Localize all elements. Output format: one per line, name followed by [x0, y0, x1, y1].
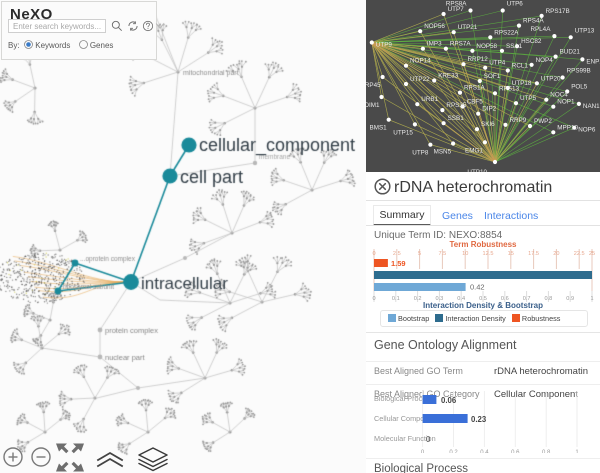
- svg-text:MSN5: MSN5: [434, 149, 452, 156]
- svg-text:0: 0: [421, 450, 425, 453]
- svg-text:NAN1: NAN1: [583, 103, 600, 110]
- svg-text:10: 10: [462, 251, 468, 257]
- svg-text:SSB1: SSB1: [448, 115, 465, 122]
- svg-text:IMP3: IMP3: [427, 41, 442, 48]
- svg-text:UTP13: UTP13: [575, 27, 595, 34]
- svg-text:RRP45: RRP45: [366, 82, 381, 89]
- svg-text:0.4: 0.4: [480, 450, 489, 453]
- svg-text:0.42: 0.42: [470, 283, 485, 292]
- svg-text:EMG1: EMG1: [465, 147, 483, 154]
- svg-text:NOP6: NOP6: [578, 127, 596, 134]
- svg-text:SSA1: SSA1: [506, 43, 523, 50]
- svg-text:ENP1: ENP1: [586, 58, 600, 65]
- svg-text:POL5: POL5: [571, 84, 588, 91]
- svg-text:DIM1: DIM1: [366, 102, 380, 109]
- svg-text:12.5: 12.5: [483, 251, 494, 257]
- svg-text:22.5: 22.5: [574, 251, 585, 257]
- svg-text:NOP4: NOP4: [536, 57, 554, 64]
- svg-text:RRP12: RRP12: [468, 56, 489, 63]
- svg-text:17.5: 17.5: [528, 251, 539, 257]
- svg-text:0: 0: [426, 435, 431, 444]
- svg-text:NOP56: NOP56: [424, 23, 445, 30]
- svg-text:RPS99B: RPS99B: [567, 68, 591, 75]
- svg-text:RPS35: RPS35: [446, 102, 466, 109]
- svg-text:5: 5: [418, 251, 421, 257]
- svg-text:RPS4A: RPS4A: [523, 18, 544, 25]
- svg-text:RPS1A: RPS1A: [464, 85, 485, 92]
- svg-text:PWP2: PWP2: [534, 118, 552, 125]
- svg-text:UTP22: UTP22: [410, 76, 430, 83]
- svg-text:UTP8: UTP8: [412, 150, 429, 157]
- svg-text:RPL4A: RPL4A: [530, 26, 551, 33]
- svg-text:0: 0: [372, 251, 375, 257]
- svg-text:CBF5: CBF5: [467, 99, 484, 106]
- svg-text:UTP5: UTP5: [520, 95, 537, 102]
- svg-text:NOP14: NOP14: [410, 58, 431, 65]
- svg-text:UTP21: UTP21: [458, 24, 478, 31]
- svg-text:0.06: 0.06: [441, 396, 457, 405]
- svg-text:NOP58: NOP58: [476, 43, 497, 50]
- svg-text:7.5: 7.5: [439, 251, 447, 257]
- svg-text:RRP9: RRP9: [510, 117, 527, 124]
- svg-text:2.5: 2.5: [393, 251, 401, 257]
- svg-text:0.6: 0.6: [511, 450, 520, 453]
- svg-text:UTP9: UTP9: [376, 42, 393, 49]
- svg-text:HSC82: HSC82: [521, 38, 542, 45]
- svg-text:25: 25: [589, 251, 595, 257]
- svg-text:MPP10: MPP10: [557, 124, 578, 131]
- svg-text:0.23: 0.23: [471, 415, 487, 424]
- svg-text:UTP20: UTP20: [541, 75, 561, 82]
- svg-text:0.8: 0.8: [542, 450, 551, 453]
- svg-text:RPS22A: RPS22A: [494, 29, 519, 36]
- svg-text:KRE33: KRE33: [438, 73, 458, 80]
- svg-text:BUD21: BUD21: [560, 49, 581, 56]
- svg-text:SOF1: SOF1: [484, 73, 501, 80]
- svg-text:1: 1: [575, 450, 579, 453]
- svg-text:RPS17B: RPS17B: [546, 8, 570, 15]
- svg-text:NOP1: NOP1: [557, 99, 575, 106]
- svg-text:0.2: 0.2: [449, 450, 458, 453]
- svg-text:UTP4: UTP4: [489, 60, 506, 67]
- svg-text:BMS1: BMS1: [370, 125, 388, 132]
- svg-text:1.59: 1.59: [391, 259, 406, 268]
- svg-text:15: 15: [508, 251, 514, 257]
- svg-text:SKI6: SKI6: [481, 121, 495, 128]
- svg-text:RPS8A: RPS8A: [446, 1, 467, 8]
- svg-text:URB1: URB1: [421, 96, 438, 103]
- svg-text:UTP18: UTP18: [512, 80, 532, 87]
- svg-text:DIP2: DIP2: [482, 106, 496, 113]
- svg-text:UTP15: UTP15: [393, 129, 413, 136]
- svg-text:RPS7A: RPS7A: [450, 41, 471, 48]
- svg-text:NOC4: NOC4: [550, 92, 568, 99]
- svg-text:RCL1: RCL1: [512, 63, 529, 70]
- svg-text:UTP6: UTP6: [507, 1, 524, 8]
- svg-text:20: 20: [553, 251, 559, 257]
